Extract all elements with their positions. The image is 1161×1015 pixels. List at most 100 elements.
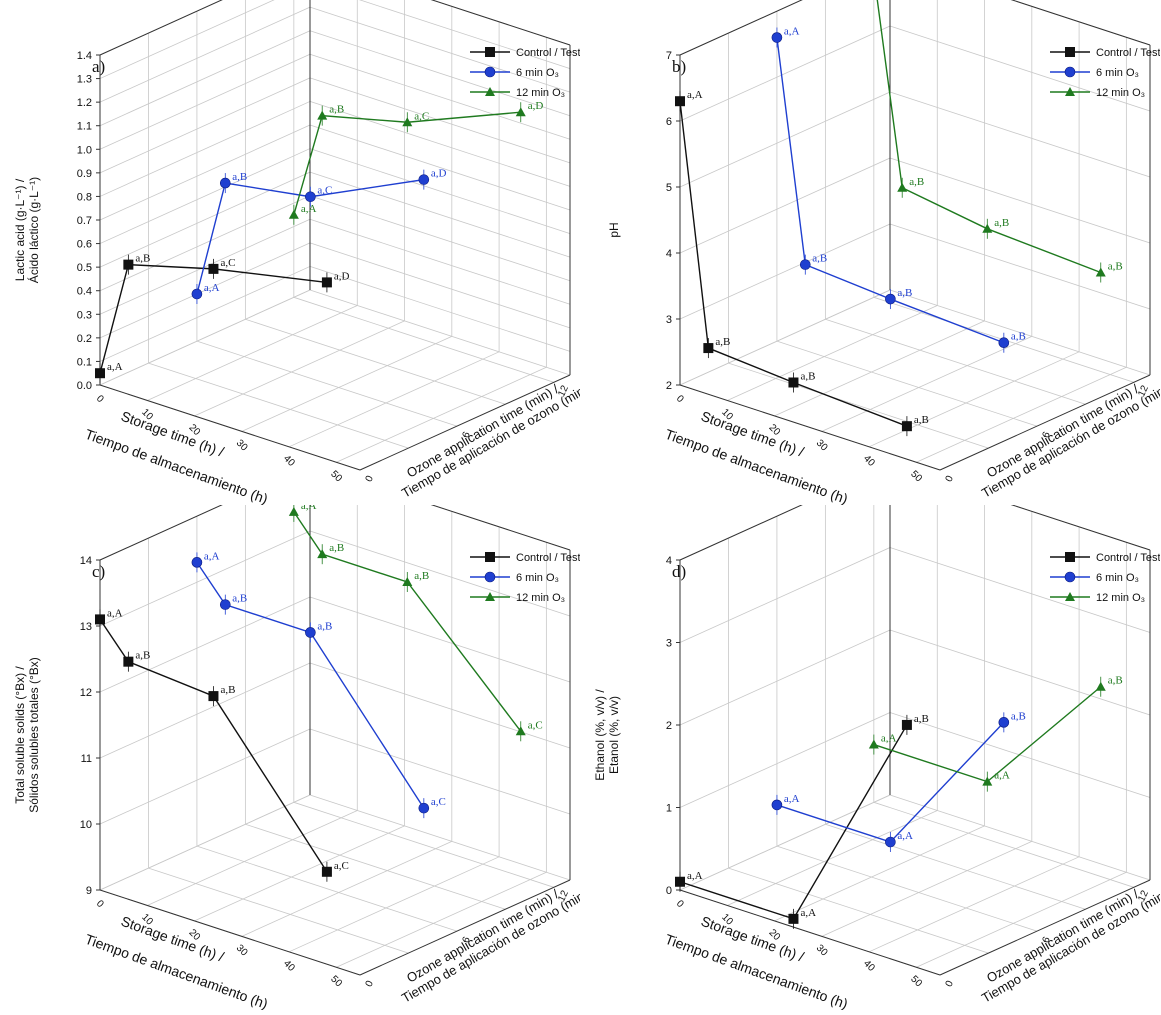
axis-edge (309, 464, 571, 551)
series-line (293, 511, 522, 732)
panel-c: 9 10 11 12 13 14 0 10 20 30 40 50 0 6 12 Total soluble … (0, 464, 595, 1015)
x-tick-label: 30 (234, 943, 250, 959)
data-point-label: a,B (914, 414, 929, 426)
data-point-label: a,C (317, 185, 332, 197)
x-tick-label: 30 (234, 438, 250, 454)
series-line (99, 619, 328, 873)
axis-edge (99, 889, 361, 976)
series-ozone12: a,A a,A a,B (868, 675, 1123, 792)
legend-label-ozone12: 12 min O₃ (516, 592, 565, 604)
floor-grid-line (873, 801, 1134, 888)
legend-label-control: Control / Testigo (516, 47, 580, 59)
data-point-marker (288, 506, 299, 516)
data-point-marker (515, 726, 526, 736)
y-tick-label: 0 (666, 885, 672, 897)
data-point-marker (95, 614, 105, 625)
x-tick-label: 30 (814, 438, 830, 454)
y-tick-label: 11 (81, 753, 92, 765)
x-tick-label: 40 (281, 453, 297, 469)
data-point-marker (1065, 592, 1075, 601)
axis-edge (679, 384, 941, 471)
legend-label-ozone6: 6 min O₃ (516, 572, 559, 584)
series-line (876, 0, 1102, 274)
data-point-marker (484, 571, 496, 583)
wall-grid-line (309, 464, 571, 551)
wall-grid-line (679, 223, 891, 320)
data-point-marker (901, 421, 912, 432)
data-point-marker (1064, 571, 1076, 583)
wall-grid-line (309, 124, 571, 211)
wall-grid-line (99, 218, 311, 315)
wall-grid-line (309, 195, 571, 282)
wall-grid-line (679, 157, 891, 254)
y-tick-label: 3 (666, 314, 672, 326)
data-point-label: a,B (800, 370, 815, 382)
data-point-marker (402, 117, 413, 127)
series-ozone6: a,A a,B a,B a,B (771, 26, 1026, 353)
wall-grid-line (309, 728, 571, 815)
wall-grid-line (99, 0, 275, 79)
axis-edge (889, 464, 1151, 551)
axis-edge (359, 879, 571, 976)
wall-grid-line (99, 77, 311, 174)
y-tick-label: 4 (666, 555, 672, 567)
panel-a: 0.0 0.1 0.2 0.3 0.4 0.5 0.6 0.7 0.8 0.9 1.0 1.1 1.2 1… (0, 0, 595, 507)
y-tick-label: 3 (666, 638, 672, 650)
z-tick-label: 12 (556, 383, 571, 398)
legend: Control / Testigo 6 min O₃ 12 min O₃ (1050, 552, 1161, 604)
series-line (196, 178, 424, 295)
wall-grid-line (99, 289, 311, 386)
wall-grid-line (309, 6, 571, 93)
data-point-marker (219, 177, 231, 189)
wall-grid-line (889, 464, 1151, 551)
wall-grid-line (431, 0, 571, 46)
data-point-label: a,B (317, 620, 332, 632)
wall-grid-line (99, 53, 311, 150)
y-tick-label: 9 (86, 885, 92, 897)
x-tick-label: 50 (328, 469, 344, 485)
axis-edge (430, 0, 571, 46)
floor-grid-line (727, 305, 938, 401)
legend-label-control: Control / Testigo (1096, 552, 1160, 564)
data-point-label: a,A (784, 26, 800, 38)
panel-d: 0 1 2 3 4 0 10 20 30 40 50 0 6 12 Ethanol (%, v/v) / Et… (580, 464, 1161, 1015)
floor-grid-line (821, 840, 1032, 937)
series-ozone6: a,A a,B a,B a,C (191, 550, 446, 819)
data-point-label: a,B (232, 171, 247, 183)
floor-grid-line (916, 366, 1127, 463)
data-point-marker (485, 87, 495, 96)
data-point-label: a,B (135, 253, 150, 265)
wall-grid-line (679, 547, 891, 643)
data-point-label: a,B (909, 176, 924, 188)
panel-tag: d) (672, 562, 686, 581)
data-point-label: a,A (301, 505, 317, 512)
data-point-marker (675, 96, 685, 107)
axis-edge (1010, 0, 1151, 46)
series-line (873, 686, 1102, 783)
wall-grid-line (679, 289, 891, 386)
panel-b: 2 3 4 5 6 7 0 10 20 30 40 50 0 6 12 pH Storage time (h) … (580, 0, 1161, 507)
wall-grid-line (679, 629, 891, 726)
data-point-label: a,B (1108, 260, 1123, 272)
y-tick-label: 5 (666, 182, 672, 194)
data-point-marker (485, 552, 495, 562)
series-control: a,A a,B a,C a,D (95, 253, 350, 384)
series-ozone12: a,Aa,Ba,Ba,B (876, 0, 1123, 283)
y-tick-label: 6 (666, 116, 672, 128)
data-point-label: a,A (994, 770, 1010, 782)
data-point-marker (321, 866, 332, 877)
y-axis-title: pH (607, 222, 621, 237)
data-point-marker (675, 876, 685, 887)
floor-grid-line (293, 296, 554, 383)
data-point-marker (305, 627, 316, 638)
y-axis-title: Ácido láctico (g·L⁻¹) (26, 177, 41, 283)
floor-grid-line (148, 867, 409, 954)
data-point-label: a,A (301, 203, 317, 215)
data-point-marker (1064, 66, 1076, 78)
y-tick-label: 0.4 (77, 286, 92, 298)
floor-grid-line (825, 823, 1086, 910)
floor-grid-line (336, 366, 547, 463)
data-point-marker (484, 66, 496, 78)
legend-label-ozone6: 6 min O₃ (1096, 67, 1139, 79)
grid-group (99, 464, 571, 976)
